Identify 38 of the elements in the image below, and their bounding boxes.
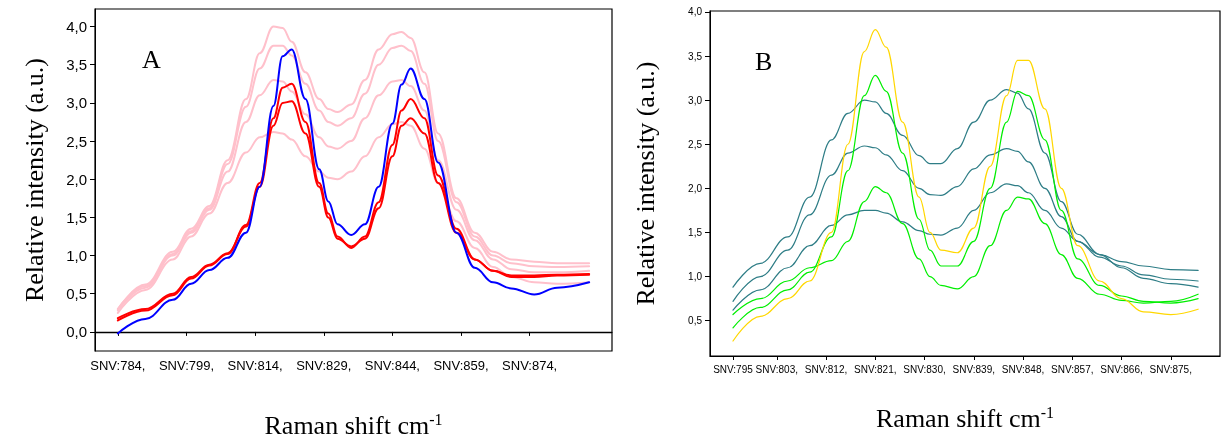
- y-tick-label: 1,0: [66, 247, 87, 265]
- x-tick-label: SNV:859,: [433, 358, 489, 373]
- y-tick-label: 2,5: [688, 138, 703, 150]
- x-tick-label: SNV:839,: [952, 363, 995, 375]
- y-tick-label: 0,5: [66, 285, 87, 303]
- y-tick-label: 1,5: [688, 226, 703, 238]
- text: B: [755, 46, 773, 76]
- text: A: [142, 44, 161, 74]
- x-tick-label: SNV:874,: [502, 358, 558, 373]
- x-tick-label: SNV:857,: [1051, 363, 1094, 375]
- x-tick-label: SNV:844,: [364, 358, 420, 373]
- y-tick-label: 4,0: [688, 6, 703, 18]
- x-tick-label: SNV:830,: [903, 363, 946, 375]
- y-tick-label: 3,5: [688, 50, 703, 62]
- y-axis-title: Relative intensity (a.u.): [19, 57, 49, 303]
- y-tick-label: 1,5: [66, 208, 87, 226]
- y-tick-label: 2,0: [66, 170, 87, 188]
- x-tick-label: SNV:875,: [1149, 363, 1192, 375]
- x-tick-label: SNV:821,: [854, 363, 897, 375]
- y-tick-label: 3,0: [66, 94, 87, 112]
- x-tick-label: SNV:866,: [1100, 363, 1143, 375]
- y-tick-label: 2,5: [66, 132, 87, 150]
- y-tick-label: 1,0: [688, 271, 703, 283]
- x-tick-label: SNV:829,: [296, 358, 352, 373]
- x-tick-label: SNV:799,: [158, 358, 215, 373]
- x-tick-label: SNV:848,: [1001, 363, 1045, 375]
- y-tick-label: 0,0: [66, 323, 87, 341]
- x-tick-label: SNV:784,: [90, 358, 146, 373]
- y-tick-label: 4,0: [66, 18, 87, 36]
- x-tick-label: SNV:803,: [755, 363, 798, 375]
- x-tick-label: SNV:812,: [804, 363, 848, 375]
- x-tick-label: SNV:795: [713, 363, 754, 375]
- y-tick-label: 0,5: [688, 315, 703, 327]
- y-axis-title: Relative intensity (a.u.): [630, 61, 660, 306]
- y-tick-label: 3,0: [688, 94, 703, 106]
- x-tick-label: SNV:814,: [227, 358, 283, 373]
- y-tick-label: 3,5: [66, 56, 87, 74]
- y-tick-label: 2,0: [688, 182, 703, 194]
